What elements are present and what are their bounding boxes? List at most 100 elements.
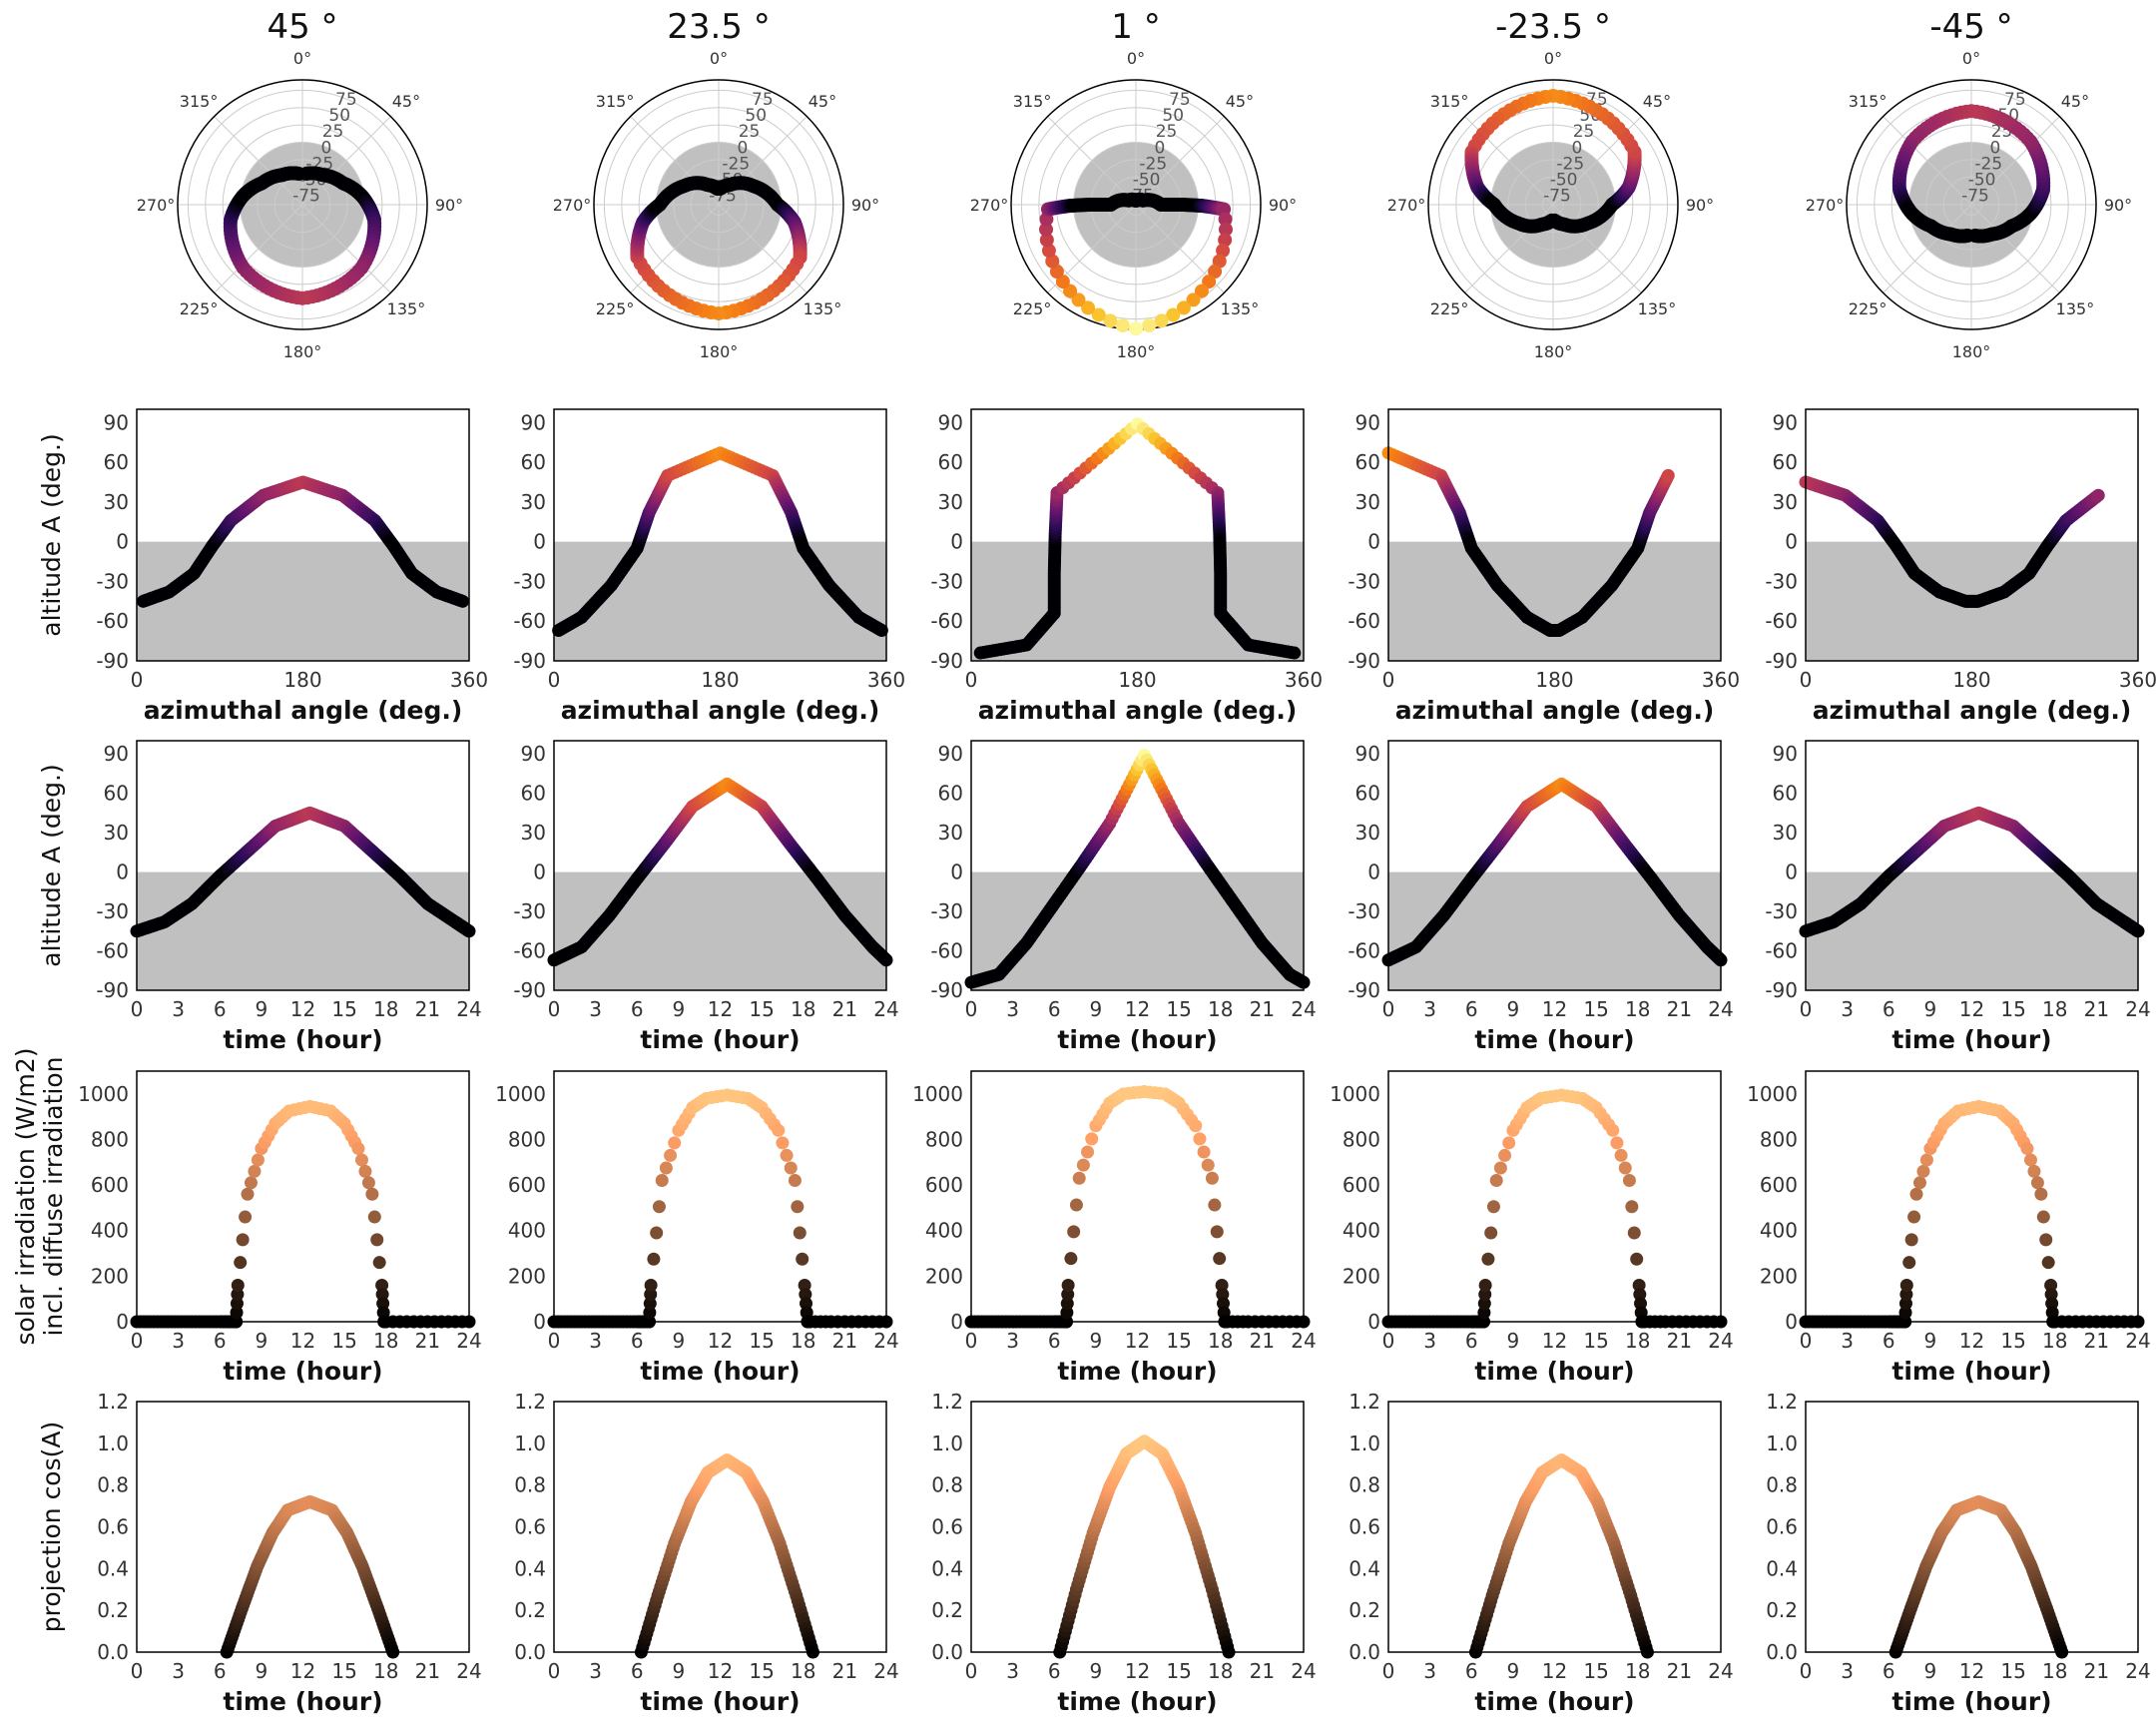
y-tick-label: 0.4 [1348, 1556, 1380, 1580]
polar-angle-tick: 270° [1806, 196, 1845, 215]
data-point [2091, 488, 2105, 502]
column-title: -45 ° [1929, 7, 2012, 47]
y-tick-label: 30 [938, 490, 963, 514]
sun-path-point [1154, 313, 1169, 328]
y-tick-label: 0.8 [1348, 1473, 1380, 1497]
x-tick-label: 0 [965, 1329, 978, 1353]
y-tick-label: -90 [930, 649, 963, 673]
polar-radius-tick: -25 [1139, 154, 1167, 174]
x-tick-label: 15 [749, 997, 774, 1021]
data-point [647, 1252, 661, 1266]
x-tick-label: 3 [1841, 1659, 1854, 1683]
sun-path-point [1186, 292, 1201, 307]
y-tick-label: 0 [116, 530, 129, 554]
plot-frame [136, 1401, 470, 1653]
y-tick-label: 0.4 [931, 1556, 963, 1580]
y-tick-label: 60 [1355, 782, 1380, 806]
data-point [643, 1297, 657, 1311]
x-tick-label: 24 [873, 1329, 898, 1353]
y-tick-label: 0 [533, 1310, 546, 1334]
y-tick-label: 0.4 [514, 1556, 546, 1580]
sun-path-point [1081, 300, 1096, 315]
polar-angle-tick: 135° [1638, 299, 1677, 318]
x-tick-label: 15 [331, 997, 356, 1021]
sun-path-point [1115, 318, 1130, 333]
data-point [1899, 1278, 1913, 1292]
x-tick-label: 180 [1952, 668, 1990, 692]
sun-path-point [710, 182, 725, 197]
y-tick-label: 0.0 [97, 1640, 129, 1664]
data-point [248, 1164, 262, 1178]
panel-row-4: 0 3 6 9 12 15 18 21 24 1000 800 600 400 200 0 time (hou… [11, 1047, 482, 1386]
x-tick-label: 24 [1291, 997, 1316, 1021]
data-point [2030, 1176, 2044, 1190]
y-tick-label: 60 [938, 450, 963, 474]
y-tick-label: 1.0 [1766, 1432, 1798, 1455]
y-tick-label: 800 [1760, 1127, 1798, 1151]
data-point [2023, 1153, 2037, 1167]
x-tick-label: 18 [2042, 997, 2067, 1021]
y-tick-label: -30 [1765, 569, 1798, 593]
plot-frame [1805, 1070, 2139, 1323]
x-tick-label: 0 [1800, 668, 1813, 692]
y-tick-label: 0 [1785, 530, 1798, 554]
polar-radius-tick: -25 [1556, 154, 1584, 174]
polar-angle-tick: 45° [392, 92, 420, 111]
x-axis-label: time (hour) [223, 1025, 382, 1054]
plot-frame [970, 1070, 1305, 1323]
y-tick-label: 60 [1773, 782, 1798, 806]
x-tick-label: 15 [331, 1329, 356, 1353]
x-axis-label: time (hour) [1474, 1357, 1634, 1386]
x-tick-label: 21 [1250, 1659, 1275, 1683]
y-tick-label: 30 [1773, 821, 1798, 845]
data-point [1486, 1200, 1500, 1214]
y-tick-label: -30 [1765, 899, 1798, 923]
polar-plot: 0°45°90°135°180°225°270°315°7550250-25-5… [1806, 49, 2132, 361]
y-tick-label: 90 [1355, 742, 1380, 766]
y-tick-label: 200 [1343, 1264, 1380, 1288]
data-point [772, 1123, 786, 1137]
plot-frame [136, 408, 470, 662]
below-horizon-shade [554, 541, 886, 661]
panel-row-3: 0 3 6 9 12 15 18 21 24 90 60 30 0 -30 -60 -90 time (hour… [513, 740, 899, 1054]
x-axis-label: time (hour) [640, 1025, 800, 1054]
data-point [370, 1233, 384, 1247]
data-point [1193, 1132, 1207, 1146]
polar-angle-tick: 0° [710, 49, 728, 68]
plot-frame [1387, 740, 1722, 991]
x-tick-label: 6 [1883, 1659, 1895, 1683]
x-tick-label: 15 [1583, 1329, 1608, 1353]
data-point [230, 1306, 244, 1320]
polar-plot: 0°45°90°135°180°225°270°315°7550250-25-5… [553, 49, 879, 361]
plot-frame [1387, 1401, 1722, 1653]
y-tick-label: 0.0 [1348, 1640, 1380, 1664]
data-point [1076, 1158, 1090, 1172]
x-tick-label: 18 [791, 997, 815, 1021]
x-tick-label: 21 [1667, 1329, 1692, 1353]
data-point [1614, 1148, 1628, 1162]
y-tick-label: -90 [96, 978, 129, 1002]
polar-angle-tick: 0° [1127, 49, 1145, 68]
x-tick-label: 21 [832, 1659, 857, 1683]
x-tick-label: 0 [1382, 1659, 1395, 1683]
y-tick-label: 1.0 [514, 1432, 546, 1455]
data-point [1898, 1306, 1912, 1320]
x-tick-label: 15 [1583, 997, 1608, 1021]
data-point [1208, 1198, 1222, 1212]
panel-row-2: 0 180 360 90 60 30 0 -30 -60 -90 azimuthal angle (… [513, 408, 905, 725]
y-tick-label: 600 [508, 1173, 546, 1197]
y-tick-label: 1000 [1330, 1082, 1380, 1106]
y-tick-label: 0.0 [1766, 1640, 1798, 1664]
x-tick-label: 3 [1423, 1329, 1436, 1353]
y-tick-label: 800 [1343, 1127, 1380, 1151]
y-tick-label: 60 [104, 450, 129, 474]
panel-row-5: 0 3 6 9 12 15 18 21 24 1.2 1.0 0.8 0.6 0.4 0.2 0.0 time … [931, 1390, 1317, 1716]
polar-radius-tick: 75 [335, 90, 357, 110]
data-point [1625, 1200, 1639, 1214]
data-point [1630, 1252, 1644, 1266]
x-tick-label: 9 [1924, 997, 1937, 1021]
polar-radius-tick: 25 [1156, 122, 1178, 142]
y-tick-label: 0.8 [97, 1473, 129, 1497]
y-tick-label: 400 [925, 1219, 963, 1243]
data-point [244, 1176, 258, 1190]
